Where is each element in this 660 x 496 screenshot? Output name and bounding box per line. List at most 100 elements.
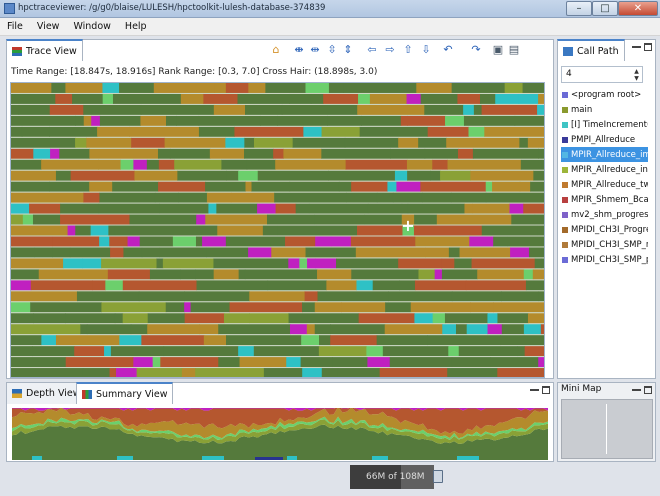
minimize-button[interactable]: – bbox=[566, 1, 592, 16]
call-path-item[interactable]: main bbox=[561, 102, 648, 117]
trace-segment bbox=[49, 126, 98, 137]
shrink-horizontal-icon[interactable]: ⇹ bbox=[310, 43, 320, 56]
arrow-up-icon[interactable]: ⇧ bbox=[403, 43, 413, 56]
depth-input[interactable]: 4 ▲ ▼ bbox=[561, 66, 643, 83]
menu-file[interactable]: File bbox=[7, 21, 23, 32]
menu-view[interactable]: View bbox=[36, 21, 60, 32]
row-separator bbox=[11, 312, 544, 314]
trace-segment bbox=[225, 236, 286, 247]
trace-segment bbox=[331, 236, 352, 247]
trace-segment bbox=[458, 346, 519, 357]
trace-segment bbox=[336, 258, 399, 269]
trace-segment bbox=[302, 368, 323, 377]
trace-segment bbox=[209, 148, 245, 159]
mini-map-canvas[interactable] bbox=[561, 399, 653, 459]
trace-segment bbox=[317, 291, 389, 302]
call-path-item[interactable]: MPIDI_CH3I_Progre bbox=[561, 222, 648, 237]
trace-segment bbox=[165, 115, 177, 126]
trace-segment bbox=[11, 104, 20, 115]
mini-map-maximize-icon[interactable] bbox=[644, 386, 652, 394]
trace-segment bbox=[199, 324, 219, 335]
tab-trace-view[interactable]: Trace View bbox=[6, 39, 83, 61]
redo-icon[interactable]: ↷ bbox=[471, 43, 481, 56]
trace-segment bbox=[389, 357, 453, 368]
call-path-item[interactable]: MPIDI_CH3I_SMP_r bbox=[561, 237, 648, 252]
call-path-item[interactable]: MPIDI_CH3I_SMP_p bbox=[561, 252, 648, 267]
shrink-vertical-icon[interactable]: ⇕ bbox=[343, 43, 353, 56]
trace-segment bbox=[55, 93, 73, 104]
maximize-button[interactable]: □ bbox=[592, 1, 618, 16]
mini-map-minimize-icon[interactable] bbox=[632, 389, 641, 391]
summary-layer bbox=[372, 456, 388, 460]
call-path-item[interactable]: mv2_shm_progress bbox=[561, 207, 648, 222]
tab-depth-view[interactable]: Depth View bbox=[6, 382, 87, 404]
trace-segment bbox=[52, 236, 100, 247]
call-path-item[interactable]: MPIR_Allreduce_im bbox=[561, 147, 648, 162]
trace-segment bbox=[470, 170, 534, 181]
tab-summary-view[interactable]: Summary View bbox=[76, 382, 174, 404]
row-separator bbox=[11, 169, 544, 171]
trace-segment bbox=[448, 346, 460, 357]
color-swatch bbox=[562, 211, 568, 218]
tab-call-path[interactable]: Call Path bbox=[557, 39, 625, 61]
trace-segment bbox=[11, 93, 56, 104]
trace-segment bbox=[344, 137, 399, 148]
call-path-maximize-icon[interactable] bbox=[644, 43, 652, 51]
save-icon[interactable]: ▣ bbox=[492, 43, 504, 56]
trace-segment bbox=[178, 192, 208, 203]
trace-segment bbox=[524, 346, 544, 357]
trace-segment bbox=[120, 159, 134, 170]
summary-layer bbox=[32, 456, 42, 460]
trace-segment bbox=[41, 159, 99, 170]
expand-horizontal-icon[interactable]: ⇼ bbox=[294, 43, 304, 56]
call-path-item[interactable]: [I] TimeIncrement() bbox=[561, 117, 648, 132]
menu-help[interactable]: Help bbox=[124, 21, 147, 32]
call-path-item[interactable]: MPIR_Allreduce_two bbox=[561, 177, 648, 192]
call-path-item[interactable]: PMPI_Allreduce bbox=[561, 132, 648, 147]
trace-segment bbox=[205, 214, 268, 225]
call-path-item[interactable]: MPIR_Shmem_Bcast bbox=[561, 192, 648, 207]
trace-segment bbox=[444, 313, 488, 324]
call-path-item[interactable]: <program root> bbox=[561, 87, 648, 102]
trace-segment bbox=[523, 324, 542, 335]
trace-segment bbox=[109, 368, 117, 377]
trace-segment bbox=[218, 324, 291, 335]
arrow-down-icon[interactable]: ⇩ bbox=[421, 43, 431, 56]
trace-segment bbox=[427, 335, 502, 346]
trace-segment bbox=[472, 148, 539, 159]
summary-minimize-icon[interactable] bbox=[530, 389, 539, 391]
summary-maximize-icon[interactable] bbox=[542, 386, 550, 394]
trace-segment bbox=[214, 83, 227, 93]
trace-segment bbox=[234, 126, 304, 137]
trace-segment bbox=[497, 313, 529, 324]
expand-vertical-icon[interactable]: ⇳ bbox=[327, 43, 337, 56]
open-folder-icon[interactable]: ▤ bbox=[508, 43, 520, 56]
trace-segment bbox=[418, 137, 447, 148]
spin-down-icon[interactable]: ▼ bbox=[634, 75, 639, 82]
trace-segment bbox=[346, 192, 378, 203]
call-path-item[interactable]: MPIR_Allreduce_inte bbox=[561, 162, 648, 177]
trace-segment bbox=[139, 236, 174, 247]
call-path-item-label: mv2_shm_progress bbox=[571, 209, 648, 220]
summary-stacked-graphic bbox=[12, 408, 548, 460]
home-icon[interactable]: ⌂ bbox=[272, 43, 280, 56]
garbage-collect-icon[interactable] bbox=[433, 470, 443, 483]
trace-segment bbox=[522, 83, 544, 93]
trace-segment bbox=[468, 126, 485, 137]
trace-segment bbox=[432, 159, 449, 170]
trace-canvas[interactable]: + bbox=[10, 82, 545, 378]
undo-icon[interactable]: ↶ bbox=[443, 43, 453, 56]
call-path-minimize-icon[interactable] bbox=[632, 46, 641, 48]
arrow-left-icon[interactable]: ⇦ bbox=[367, 43, 377, 56]
spin-up-icon[interactable]: ▲ bbox=[634, 68, 639, 75]
close-button[interactable]: ✕ bbox=[618, 1, 658, 16]
trace-segment bbox=[119, 83, 155, 93]
trace-segment bbox=[245, 181, 252, 192]
trace-segment bbox=[493, 302, 544, 313]
trace-segment bbox=[509, 203, 524, 214]
trace-segment bbox=[195, 236, 203, 247]
arrow-right-icon[interactable]: ⇨ bbox=[385, 43, 395, 56]
trace-segment bbox=[530, 181, 544, 192]
menu-window[interactable]: Window bbox=[73, 21, 111, 32]
color-swatch bbox=[562, 181, 568, 188]
